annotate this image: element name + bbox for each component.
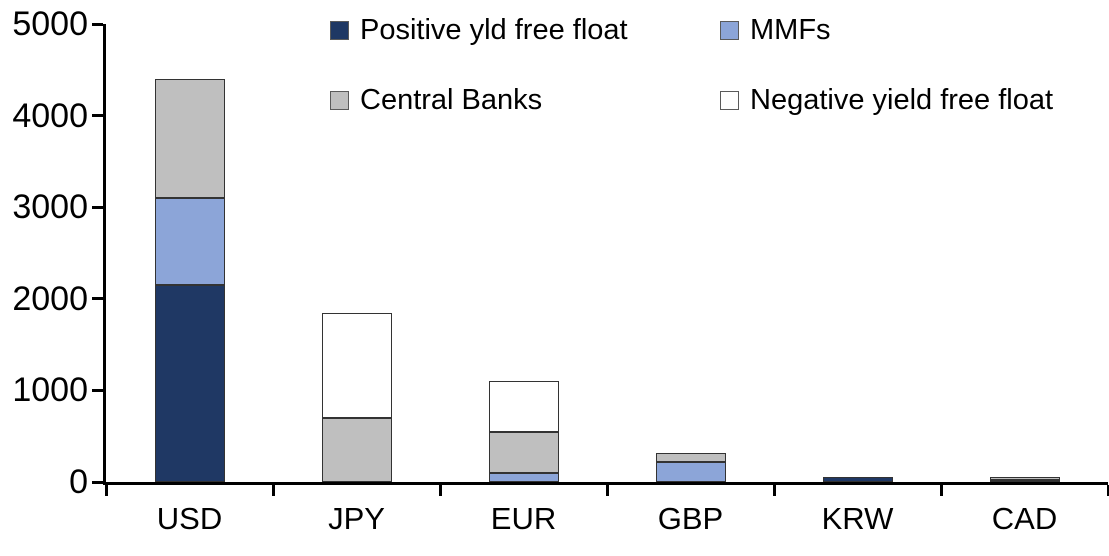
legend-label: Central Banks	[360, 84, 543, 116]
y-tick-mark	[92, 22, 103, 26]
x-tick-mark	[772, 485, 776, 496]
x-tick-mark	[271, 485, 275, 496]
y-tick-label: 2000	[12, 279, 88, 318]
x-axis-label: GBP	[657, 501, 724, 536]
legend-label: Negative yield free float	[750, 84, 1054, 116]
legend-label: MMFs	[750, 14, 831, 46]
bar-segment	[321, 312, 392, 418]
legend-item: Negative yield free float	[720, 84, 1054, 116]
bar-segment	[154, 285, 225, 482]
bar-segment	[655, 452, 726, 462]
bar-segment	[488, 431, 559, 473]
plot-area	[103, 24, 1108, 485]
bar-segment	[488, 381, 559, 432]
legend-swatch	[330, 90, 349, 110]
legend-item: Positive yld free float	[330, 14, 628, 46]
bar-segment	[488, 472, 559, 482]
x-tick-mark	[605, 485, 609, 496]
legend-label: Positive yld free float	[360, 14, 628, 46]
x-tick-mark	[438, 485, 442, 496]
x-axis-label: CAD	[991, 501, 1058, 536]
x-axis-label: EUR	[490, 501, 557, 536]
bar-segment	[154, 78, 225, 199]
y-tick-mark	[92, 480, 103, 484]
y-tick-label: 5000	[12, 5, 88, 43]
legend-swatch	[720, 90, 739, 110]
x-tick-mark	[1106, 485, 1109, 496]
x-axis-label: KRW	[821, 501, 894, 536]
bar-segment	[154, 198, 225, 286]
x-axis-label: JPY	[328, 501, 385, 536]
y-tick-label: 4000	[12, 96, 88, 135]
y-tick-mark	[92, 388, 103, 392]
bar-segment	[822, 477, 893, 482]
bar-segment	[989, 479, 1060, 482]
legend-item: MMFs	[720, 14, 831, 46]
bar-segment	[989, 476, 1060, 480]
bar-segment	[321, 417, 392, 482]
bar-segment	[655, 461, 726, 482]
legend-swatch	[330, 20, 349, 40]
y-tick-label: 3000	[12, 188, 88, 227]
y-tick-mark	[92, 205, 103, 209]
y-tick-label: 0	[69, 463, 88, 501]
x-tick-mark	[104, 485, 108, 496]
y-tick-label: 1000	[12, 371, 88, 410]
y-tick-mark	[92, 297, 103, 301]
y-tick-mark	[92, 114, 103, 118]
legend-item: Central Banks	[330, 84, 543, 116]
x-tick-mark	[939, 485, 943, 496]
legend-swatch	[720, 20, 739, 40]
x-axis-label: USD	[156, 501, 223, 536]
